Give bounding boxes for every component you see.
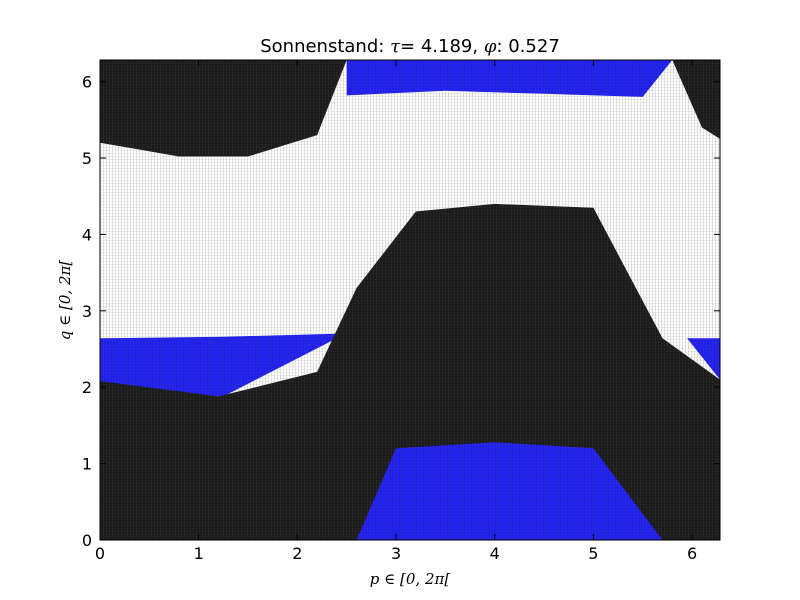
y-tick-label: 5 (82, 149, 92, 168)
x-tick-label: 1 (194, 544, 204, 563)
y-axis-label: q ∈ [0, 2π[ (56, 260, 74, 341)
x-tick-label: 2 (292, 544, 302, 563)
x-tick-label: 4 (490, 544, 500, 563)
x-tick-label: 6 (687, 544, 697, 563)
regions-layer (100, 60, 720, 540)
region-0 (100, 333, 337, 397)
x-tick-label: 5 (588, 544, 598, 563)
chart-title: Sonnenstand: τ= 4.189, φ: 0.527 (260, 36, 560, 57)
x-tick-label: 0 (95, 544, 105, 563)
x-axis-label: p ∈ [0, 2π[ (370, 570, 451, 588)
x-tick-label: 3 (391, 544, 401, 563)
region-5 (346, 60, 673, 97)
region-4 (100, 60, 720, 157)
y-tick-label: 1 (82, 455, 92, 474)
plot-area (99, 59, 721, 541)
y-tick-label: 3 (82, 302, 92, 321)
y-tick-label: 0 (82, 531, 92, 550)
y-axis: 0 1 2 3 4 5 6 (82, 73, 720, 550)
region-1 (687, 338, 720, 380)
grid-horizontal-lines (100, 60, 720, 541)
y-tick-label: 6 (82, 73, 92, 92)
region-3 (356, 442, 663, 540)
axes-frame (99, 59, 721, 541)
y-tick-label: 2 (82, 378, 92, 397)
x-axis: 0 1 2 3 4 5 6 (95, 60, 697, 563)
y-tick-label: 4 (82, 225, 92, 244)
